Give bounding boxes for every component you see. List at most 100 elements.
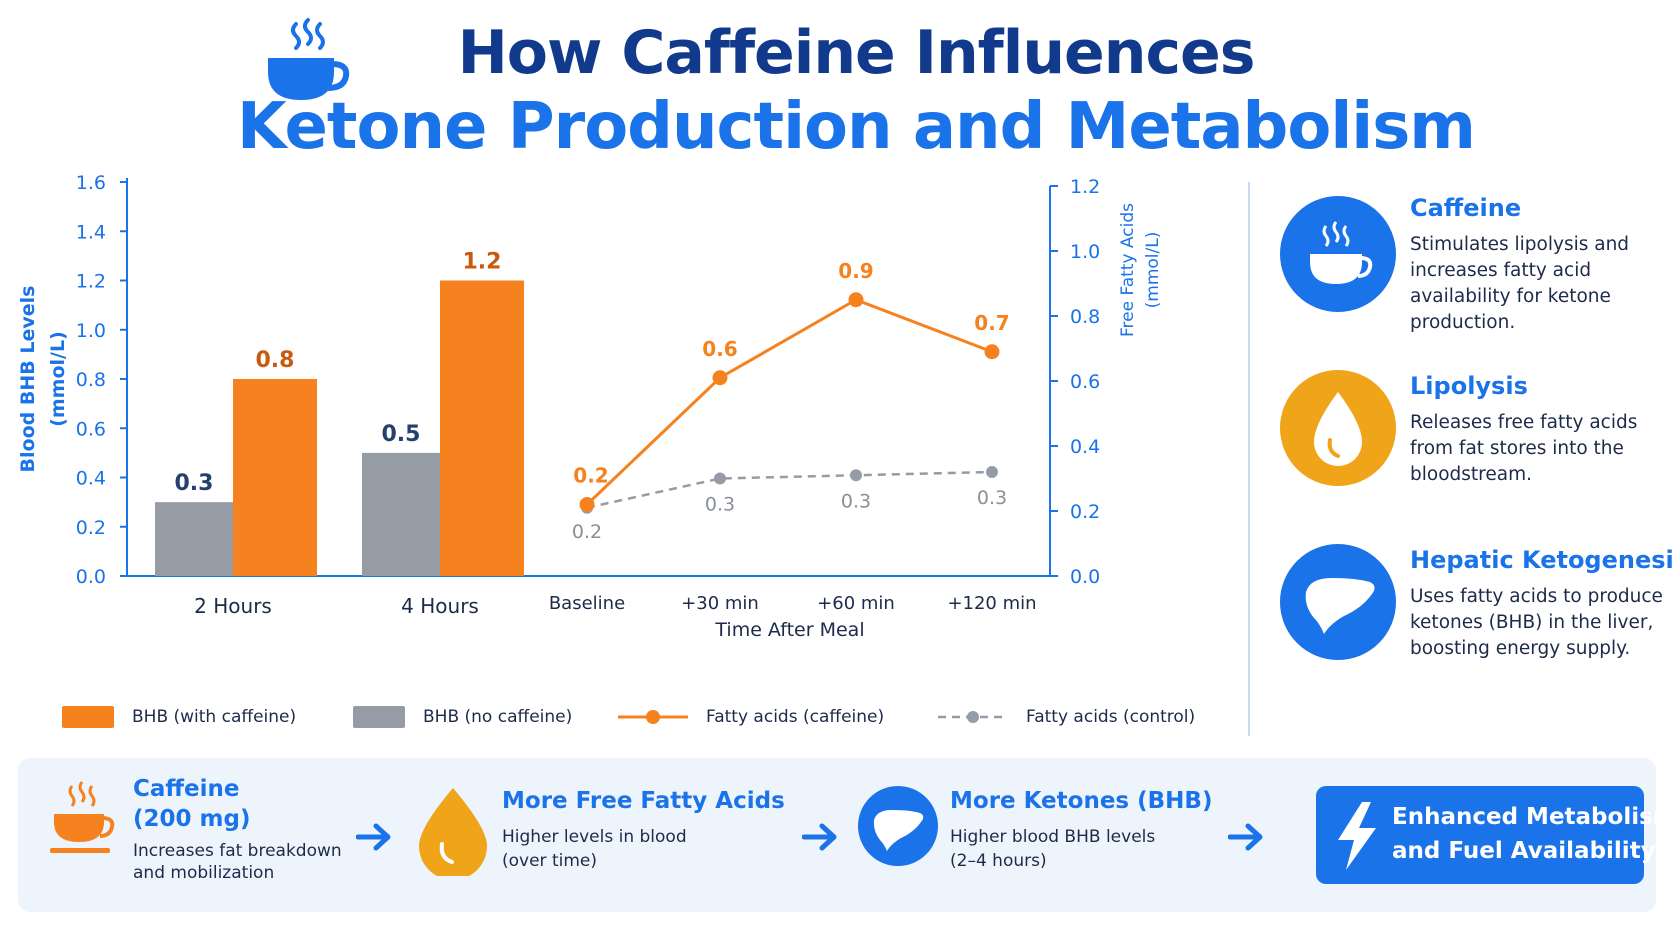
- liver-icon: [1280, 544, 1396, 660]
- legend-swatch-gray: [353, 706, 405, 728]
- flow-step-fatty-acids: More Free Fatty Acids Higher levels in b…: [418, 758, 785, 912]
- legend-fa-caffeine: Fatty acids (caffeine): [618, 702, 884, 732]
- outcome-line-2: and Fuel Availability: [1392, 838, 1656, 864]
- left-y-tick-label: 0.6: [76, 418, 106, 440]
- page-title-line-1: How Caffeine Influences: [457, 18, 1256, 88]
- droplet-icon: [1280, 370, 1396, 486]
- left-y-tick-label: 0.0: [76, 566, 106, 588]
- sidebar-title: Lipolysis: [1410, 372, 1528, 400]
- flow-title: More Free Fatty Acids: [502, 788, 785, 814]
- left-y-axis-unit: (mmol/L): [47, 331, 69, 427]
- point-fatty-acids-control: [714, 472, 726, 485]
- point-value-label-control: 0.3: [841, 490, 871, 512]
- point-value-label-control: 0.3: [977, 487, 1007, 509]
- coffee-cup-icon: [50, 781, 115, 853]
- sidebar-desc: Uses fatty acids to produce ketones (BHB…: [1410, 586, 1663, 659]
- left-y-tick-label: 1.4: [76, 221, 106, 243]
- right-y-axis-label: Free Fatty Acids: [1118, 203, 1138, 337]
- left-y-axis-label: Blood BHB Levels: [17, 286, 39, 473]
- bar-category-label: 2 Hours: [194, 594, 272, 618]
- left-y-tick-label: 1.0: [76, 320, 106, 342]
- point-fatty-acids-control: [986, 466, 998, 478]
- arrow-right-icon: [1228, 823, 1263, 851]
- legend-bhb-none: BHB (no caffeine): [353, 702, 572, 732]
- legend-swatch-orange: [62, 706, 114, 728]
- right-y-axis-unit: (mmol/L): [1143, 232, 1163, 309]
- left-y-tick-label: 0.4: [76, 468, 106, 490]
- bar-category-label: 4 Hours: [401, 594, 479, 618]
- point-fatty-acids-control: [850, 469, 862, 482]
- flow-title: Caffeine: [133, 776, 240, 802]
- point-fatty-acids-caffeine: [579, 497, 595, 512]
- flow-desc: Higher levels in blood: [502, 827, 687, 847]
- line-category-label: +120 min: [947, 593, 1036, 614]
- point-value-label-control: 0.2: [572, 521, 602, 543]
- right-y-tick-label: 1.2: [1070, 176, 1100, 198]
- lightning-icon: [1338, 802, 1376, 870]
- flow-step-caffeine: Caffeine (200 mg) Increases fat breakdow…: [18, 758, 348, 912]
- legend-label: BHB (no caffeine): [423, 707, 573, 727]
- flow-desc: Increases fat breakdown: [133, 841, 342, 861]
- point-fatty-acids-caffeine: [712, 370, 728, 386]
- right-y-tick-label: 0.2: [1070, 501, 1100, 523]
- legend-line-dashed: [938, 711, 1008, 723]
- coffee-cup-icon: [268, 18, 350, 100]
- legend-fa-control: Fatty acids (control): [938, 702, 1195, 732]
- flow-step-ketones: More Ketones (BHB) Higher blood BHB leve…: [858, 758, 1228, 912]
- sidebar-item-caffeine: Caffeine Stimulates lipolysis and increa…: [1280, 190, 1665, 333]
- sidebar-desc: Releases free fatty acids from fat store…: [1410, 412, 1638, 485]
- point-value-label-caffeine: 0.2: [573, 464, 608, 488]
- point-value-label-caffeine: 0.9: [838, 259, 873, 283]
- line-fatty-acids-control: [586, 470, 993, 509]
- flow-title: (200 mg): [133, 806, 251, 832]
- line-category-label: Baseline: [549, 593, 625, 614]
- line-category-label: +30 min: [681, 593, 759, 614]
- flow-desc: (over time): [502, 851, 597, 871]
- process-flow-panel: Caffeine (200 mg) Increases fat breakdow…: [18, 758, 1672, 912]
- point-fatty-acids-caffeine: [984, 344, 1000, 360]
- sidebar-item-lipolysis: Lipolysis Releases free fatty acids from…: [1280, 370, 1665, 500]
- section-divider: [1248, 182, 1250, 736]
- line-x-axis-label: Time After Meal: [714, 619, 864, 641]
- sidebar-title: Caffeine: [1410, 194, 1522, 222]
- flow-desc: and mobilization: [133, 863, 275, 883]
- legend-bhb-caffeine: BHB (with caffeine): [62, 702, 296, 732]
- outcome-text: Enhanced Metabolism and Fuel Availabilit…: [1392, 800, 1672, 868]
- sidebar-desc: Stimulates lipolysis and increases fatty…: [1410, 234, 1630, 333]
- bar-value-label: 1.2: [463, 250, 502, 275]
- line-category-label: +60 min: [817, 593, 895, 614]
- legend-line-solid: [618, 710, 688, 724]
- point-fatty-acids-caffeine: [848, 292, 864, 308]
- legend-label: BHB (with caffeine): [132, 707, 297, 727]
- left-y-tick-label: 0.8: [76, 369, 106, 391]
- sidebar-item-ketogenesis: Hepatic Ketogenesis Uses fatty acids to …: [1280, 544, 1672, 674]
- bar-no-caffeine: [362, 452, 440, 576]
- flow-desc: (2–4 hours): [950, 851, 1047, 871]
- droplet-icon: [419, 788, 487, 876]
- point-value-label-caffeine: 0.6: [702, 337, 737, 361]
- page-title-line-2: Ketone Production and Metabolism: [237, 90, 1476, 164]
- arrow-right-icon: [356, 823, 391, 851]
- bar-with-caffeine: [440, 280, 524, 576]
- flow-desc: Higher blood BHB levels: [950, 827, 1156, 847]
- bar-no-caffeine: [155, 502, 233, 576]
- point-value-label-caffeine: 0.7: [974, 311, 1009, 335]
- line-fatty-acids-caffeine: [585, 298, 993, 506]
- right-y-tick-label: 0.8: [1070, 306, 1100, 328]
- right-y-tick-label: 0.0: [1070, 566, 1100, 588]
- liver-icon: [858, 786, 938, 866]
- left-y-tick-label: 0.2: [76, 517, 106, 539]
- outcome-line-1: Enhanced Metabolism: [1392, 804, 1672, 830]
- chart-area: 0.0 0.2 0.4 0.6 0.8 1.0 1.2 1.4 1.6 Blood BHB Lev…: [17, 172, 1163, 641]
- flow-title: More Ketones (BHB): [950, 788, 1213, 814]
- legend-label: Fatty acids (control): [1026, 707, 1196, 727]
- legend-label: Fatty acids (caffeine): [706, 707, 885, 727]
- right-y-tick-label: 1.0: [1070, 241, 1100, 263]
- right-y-tick-label: 0.4: [1070, 436, 1100, 458]
- bar-value-label: 0.3: [175, 471, 214, 496]
- coffee-cup-icon: [1280, 196, 1396, 312]
- bar-with-caffeine: [233, 379, 317, 576]
- left-y-tick-label: 1.2: [76, 271, 106, 293]
- point-value-label-control: 0.3: [705, 494, 735, 516]
- sidebar-title: Hepatic Ketogenesis: [1410, 546, 1672, 574]
